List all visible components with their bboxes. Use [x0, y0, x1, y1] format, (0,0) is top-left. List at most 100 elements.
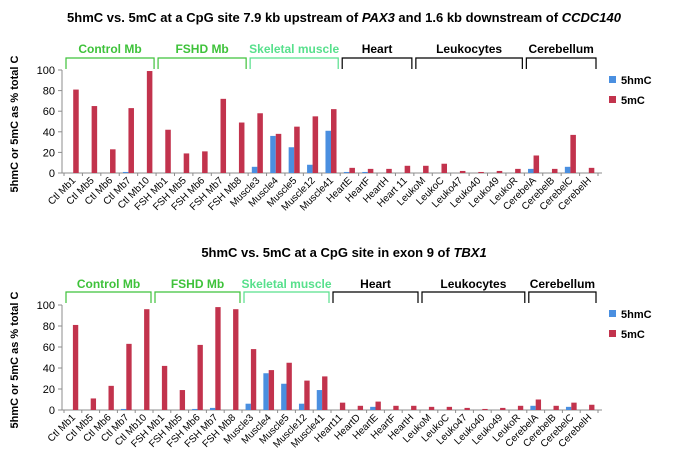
- chart-1-y-tick-label: 40: [43, 127, 55, 139]
- chart-2-bar-5mc-6: [179, 390, 186, 410]
- chart-1-bar-5mc-16: [367, 168, 374, 173]
- chart-2-bar-5hmc-11: [263, 373, 269, 410]
- chart-2-group-bracket: [154, 291, 241, 303]
- chart-2-bar-5mc-14: [322, 376, 328, 410]
- chart-1-bar-5mc-3: [128, 108, 134, 173]
- chart-1-legend-label-5mc: 5mC: [621, 95, 645, 107]
- chart-2-bar-5mc-23: [482, 408, 488, 410]
- chart-1-bar-5mc-9: [238, 122, 245, 173]
- chart-1-bar-5hmc-16: [362, 171, 368, 173]
- chart-2-bar-5hmc-17: [370, 406, 376, 410]
- chart-1-bar-5hmc-27: [564, 166, 571, 173]
- chart-2-bar-5mc-15: [339, 402, 346, 410]
- chart-2-y-tick-label: 0: [49, 405, 55, 417]
- chart-2-bar-5mc-16: [357, 405, 364, 410]
- chart-1-group-label: Cerebellum: [528, 42, 593, 56]
- chart-2-bar-5mc-11: [268, 370, 275, 410]
- chart-1-legend-swatch-5hmc: [609, 76, 616, 83]
- chart-1-title-gene1: PAX3: [362, 10, 396, 25]
- chart-1-group-bracket: [525, 57, 597, 69]
- chart-2-bar-5mc-25: [517, 405, 524, 410]
- chart-1-group-label: Skeletal muscle: [249, 42, 339, 56]
- chart-2-bar-5mc-19: [411, 405, 417, 410]
- chart-2-bar-5mc-7: [197, 344, 203, 410]
- chart-2-group-bracket: [528, 291, 597, 303]
- chart-1-axes: 0 20 40 60 80 100: [37, 65, 602, 180]
- chart-1: 5hmC vs. 5mC at a CpG site 7.9 kb upstre…: [9, 10, 652, 213]
- chart-1-bar-5mc-26: [551, 168, 558, 173]
- chart-2-group-label: Control Mb: [77, 277, 140, 291]
- chart-2-bar-5mc-24: [500, 407, 506, 410]
- chart-2-legend-swatch-5mc: [609, 330, 616, 337]
- chart-1-bar-5mc-19: [423, 165, 429, 173]
- chart-1-bar-5mc-8: [220, 98, 227, 173]
- chart-2-group-label: Heart: [360, 277, 391, 291]
- chart-1-y-tick-label: 100: [37, 65, 55, 77]
- chart-1-bar-5hmc-11: [270, 135, 276, 173]
- chart-1-bar-5mc-4: [146, 71, 153, 173]
- chart-1-y-tick-label: 20: [43, 147, 55, 159]
- chart-2-y-tick-label: 80: [43, 321, 55, 333]
- chart-2-bar-5mc-22: [464, 407, 470, 410]
- chart-1-y-tick-label: 80: [43, 86, 55, 98]
- chart-2-bar-5hmc-8: [209, 407, 216, 410]
- chart-1-group-label: FSHD Mb: [175, 42, 228, 56]
- chart-1-bar-5hmc-3: [122, 171, 129, 173]
- chart-2-y-tick-label: 40: [43, 363, 55, 375]
- chart-1-bar-5mc-0: [73, 89, 79, 173]
- chart-1-y-axis-label: 5hmC or 5mC as % total C: [9, 55, 21, 192]
- chart-1-group-label: Heart: [362, 42, 393, 56]
- chart-2-bar-5mc-8: [215, 307, 221, 410]
- chart-2-bar-5hmc-10: [245, 403, 251, 410]
- chart-2-bar-5hmc-7: [192, 408, 198, 410]
- chart-1-bar-5mc-14: [331, 109, 337, 173]
- chart-2-bar-5hmc-14: [316, 390, 323, 410]
- chart-1-bar-5mc-15: [349, 167, 355, 173]
- chart-1-bar-5mc-2: [110, 149, 116, 173]
- chart-2-y-tick-label: 100: [37, 300, 55, 312]
- chart-1-group-label: Leukocytes: [436, 42, 502, 56]
- chart-1-bars: [73, 71, 595, 173]
- chart-2-y-tick-label: 20: [43, 384, 55, 396]
- chart-1-bar-5hmc-12: [288, 147, 295, 173]
- chart-2-bar-5hmc-12: [281, 383, 287, 410]
- chart-1-bar-5mc-10: [257, 113, 263, 173]
- chart-1-bar-5mc-20: [441, 163, 448, 173]
- chart-1-bar-5mc-17: [386, 168, 392, 173]
- chart-1-bar-5hmc-13: [307, 164, 313, 173]
- chart-1-title: 5hmC vs. 5mC at a CpG site 7.9 kb upstre…: [67, 10, 622, 25]
- chart-1-bar-5hmc-15: [343, 171, 350, 173]
- chart-2-bar-5mc-13: [304, 380, 310, 410]
- chart-1-bar-5mc-5: [165, 129, 171, 173]
- chart-1-y-tick-label: 60: [43, 106, 55, 118]
- chart-2-group-brackets: Control Mb FSHD Mb Skeletal muscle Heart Leu…: [65, 277, 597, 303]
- chart-1-bar-5mc-25: [533, 155, 540, 173]
- chart-1-bar-5mc-27: [570, 134, 576, 173]
- chart-2-bar-5mc-26: [535, 399, 542, 410]
- chart-2-bar-5mc-12: [286, 362, 292, 410]
- chart-1-bar-5mc-7: [202, 151, 208, 173]
- chart-2: 5hmC vs. 5mC at a CpG site in exon 9 of …: [9, 245, 652, 450]
- chart-2-bar-5mc-29: [589, 404, 595, 410]
- chart-1-bar-5mc-24: [515, 168, 521, 173]
- chart-1-title-mid: and 1.6 kb downstream of: [395, 10, 562, 25]
- chart-1-bar-5mc-22: [478, 171, 484, 173]
- chart-2-bar-5mc-3: [126, 343, 132, 410]
- chart-2-y-tick-label: 60: [43, 342, 55, 354]
- chart-2-group-bracket: [243, 291, 330, 303]
- chart-2-title: 5hmC vs. 5mC at a CpG site in exon 9 of …: [201, 245, 486, 260]
- chart-2-group-label: Leukocytes: [440, 277, 506, 291]
- chart-2-bar-5mc-1: [90, 398, 97, 410]
- chart-1-bar-5mc-28: [588, 167, 595, 173]
- chart-2-group-bracket: [65, 291, 152, 303]
- chart-1-bar-5mc-18: [404, 165, 411, 173]
- chart-2-bar-5hmc-28: [565, 406, 572, 410]
- chart-1-legend-label-5hmc: 5hmC: [621, 75, 652, 87]
- chart-2-bar-5mc-4: [144, 309, 150, 410]
- chart-1-bar-5mc-11: [275, 133, 282, 173]
- chart-2-group-label: FSHD Mb: [171, 277, 224, 291]
